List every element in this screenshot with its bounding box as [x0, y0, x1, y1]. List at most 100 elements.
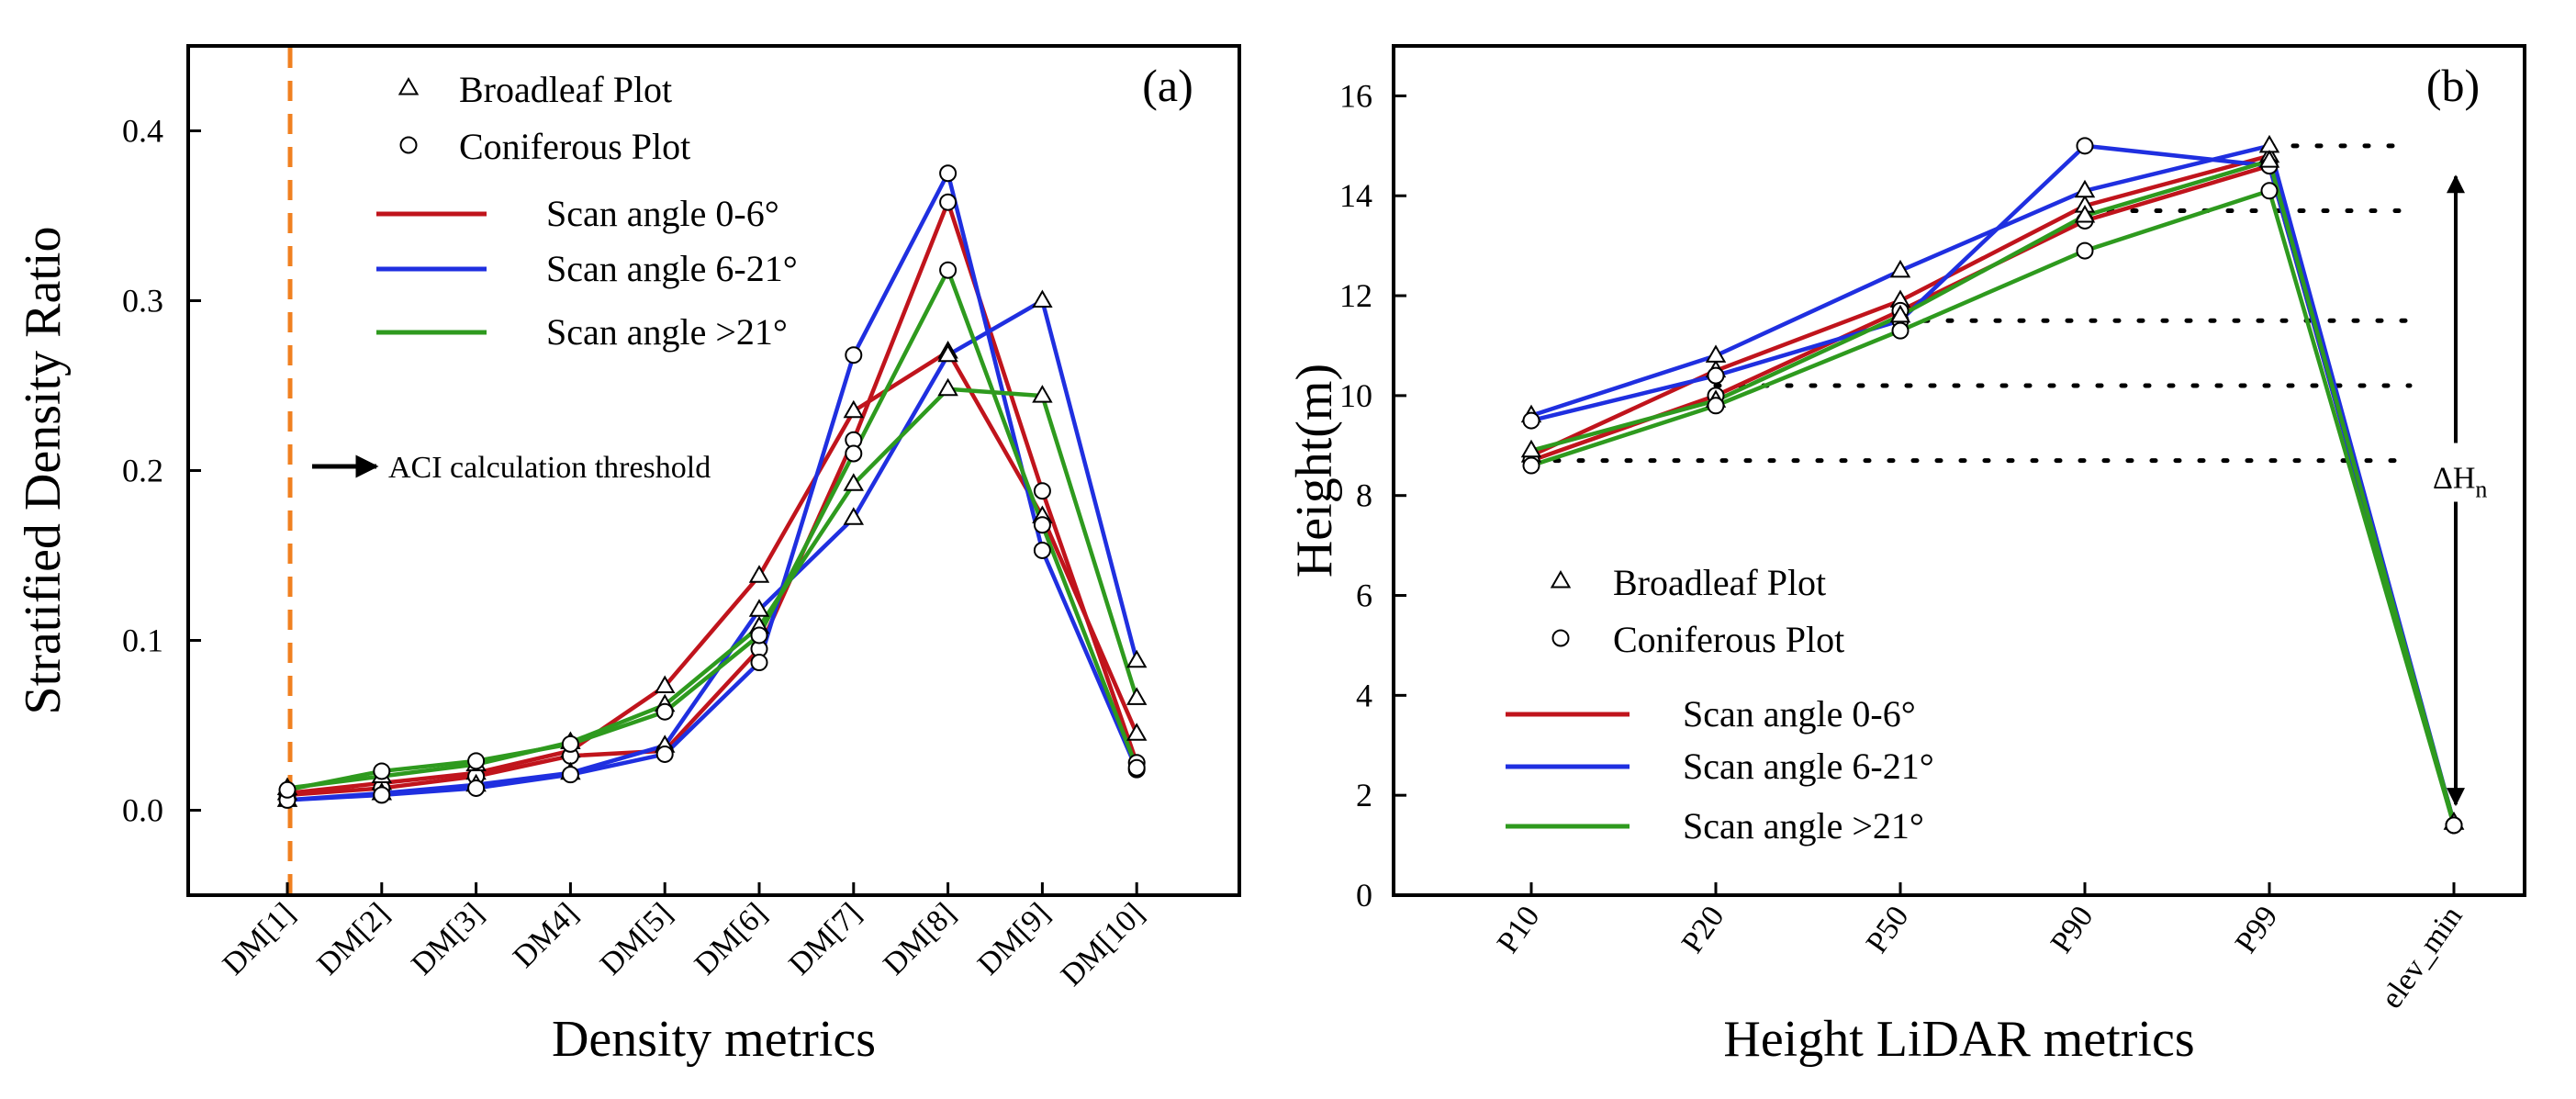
data-point-circle — [1033, 482, 1051, 500]
data-point-circle — [1522, 456, 1540, 475]
y-tick-label: 0.0 — [122, 792, 163, 829]
series-line-red-triangle — [1530, 153, 2457, 824]
x-axis-title: Height LiDAR metrics — [1723, 1011, 2194, 1068]
legend-line-label: Scan angle >21° — [546, 311, 788, 353]
y-tick-label: 0 — [1356, 877, 1372, 914]
data-point-circle — [561, 766, 579, 784]
data-point-circle — [2076, 137, 2094, 155]
data-point-circle — [1127, 758, 1146, 777]
data-point-triangle — [1889, 304, 1911, 323]
x-tick-label: DM4] — [507, 896, 585, 974]
x-tick-label: DM[2] — [311, 896, 397, 981]
data-point-triangle — [843, 473, 865, 491]
legend-marker-label: Coniferous Plot — [1613, 619, 1844, 660]
data-point-circle — [278, 780, 297, 799]
plot-frame — [186, 44, 1241, 897]
x-tick-label: P20 — [1675, 900, 1731, 959]
panel-label: (a) — [1142, 60, 1193, 111]
data-point-triangle — [2074, 204, 2096, 223]
y-tick-label: 16 — [1339, 77, 1372, 114]
y-tick-label: 0.4 — [122, 113, 163, 150]
y-tick-label: 12 — [1339, 277, 1372, 314]
x-tick-label: P10 — [1491, 900, 1547, 959]
plot-frame — [1392, 44, 2526, 897]
data-point-triangle — [1032, 385, 1053, 403]
x-tick-label: DM[7] — [783, 896, 868, 981]
y-tick-label: 0.1 — [122, 622, 163, 659]
data-point-circle — [939, 193, 958, 211]
data-point-circle — [939, 261, 958, 279]
data-point-triangle — [843, 399, 865, 419]
data-point-circle — [939, 164, 958, 183]
panel-label: (b) — [2426, 60, 2480, 111]
data-point-triangle — [2258, 134, 2280, 153]
data-point-circle — [1522, 411, 1540, 430]
data-point-circle — [467, 779, 486, 797]
y-tick-label: 0.2 — [122, 453, 163, 489]
data-point-triangle — [654, 675, 676, 693]
x-tick-label: DM[5] — [594, 896, 679, 981]
legend-marker-label: Broadleaf Plot — [459, 69, 672, 110]
y-tick-label: 10 — [1339, 377, 1372, 414]
data-point-triangle — [748, 565, 770, 583]
data-point-triangle — [843, 507, 865, 525]
data-point-circle — [1033, 516, 1051, 534]
data-point-circle — [373, 762, 391, 780]
data-point-circle — [467, 752, 486, 770]
threshold-annotation: ACI calculation threshold — [388, 451, 711, 485]
series-line-blue-triangle — [1530, 143, 2457, 824]
data-point-triangle — [1126, 687, 1148, 705]
series-line-blue-circle — [1530, 143, 2457, 826]
y-tick-label: 4 — [1356, 677, 1372, 713]
data-point-triangle — [1032, 289, 1053, 308]
data-point-triangle — [1126, 649, 1148, 668]
x-tick-label: DM[1] — [217, 896, 302, 981]
legend-line-label: Scan angle 6-21° — [546, 248, 798, 289]
series-line-blue-triangle — [286, 298, 1139, 802]
y-tick-label: 6 — [1356, 578, 1372, 614]
delta-h-label: ΔHn — [2433, 462, 2487, 503]
data-point-circle — [845, 444, 863, 463]
y-axis-title: Stratified Density Ratio — [15, 227, 72, 715]
data-point-triangle — [2258, 150, 2280, 168]
legend-line-label: Scan angle 0-6° — [546, 193, 779, 234]
x-tick-label: DM[6] — [689, 896, 774, 981]
data-point-circle — [1033, 541, 1051, 559]
data-point-triangle — [937, 343, 958, 363]
y-tick-label: 8 — [1356, 477, 1372, 514]
legend-marker-circle — [1551, 629, 1570, 647]
legend-marker-label: Coniferous Plot — [459, 126, 690, 167]
data-point-triangle — [1889, 259, 1911, 278]
panel-a: ACI calculation threshold 0.0 0.1 0.2 0.3 0.4… — [15, 44, 1241, 1068]
data-point-circle — [750, 626, 768, 645]
data-point-circle — [373, 786, 391, 804]
data-point-triangle — [1126, 723, 1148, 741]
series-line-green-circle — [1530, 188, 2457, 826]
series-line-red-triangle — [286, 349, 1139, 796]
y-tick-label: 2 — [1356, 777, 1372, 813]
series-line-green-circle — [286, 267, 1139, 792]
y-tick-label: 0.3 — [122, 283, 163, 320]
data-point-circle — [561, 735, 579, 753]
y-axis-title: Height(m) — [1286, 364, 1343, 578]
data-point-circle — [1707, 366, 1725, 385]
data-point-triangle — [2074, 179, 2096, 198]
data-point-triangle — [937, 377, 958, 397]
data-point-circle — [1891, 321, 1910, 340]
legend-marker-triangle — [1550, 569, 1572, 589]
legend-marker-triangle — [398, 76, 420, 95]
x-tick-label: elev_min — [2375, 900, 2470, 1015]
x-tick-label: DM[3] — [405, 896, 490, 981]
data-point-circle — [2076, 241, 2094, 260]
x-tick-label: P99 — [2229, 900, 2285, 959]
x-tick-label: DM[9] — [971, 896, 1057, 981]
legend-marker-circle — [399, 136, 418, 154]
data-point-triangle — [1705, 344, 1727, 363]
data-point-circle — [2445, 816, 2463, 835]
panel-b: ΔHn 0 2 4 6 8 10 12 14 16 P10 P20 P50 P90 P99 elev_min H… — [1286, 44, 2526, 1068]
data-point-circle — [1707, 397, 1725, 415]
legend-line-label: Scan angle 6-21° — [1683, 746, 1934, 787]
legend-marker-label: Broadleaf Plot — [1613, 562, 1826, 603]
series-line-green-triangle — [1530, 158, 2457, 824]
